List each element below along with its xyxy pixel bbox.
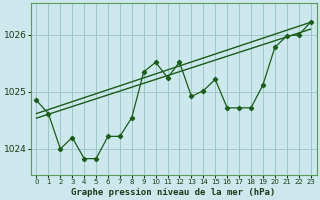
X-axis label: Graphe pression niveau de la mer (hPa): Graphe pression niveau de la mer (hPa) bbox=[71, 188, 276, 197]
